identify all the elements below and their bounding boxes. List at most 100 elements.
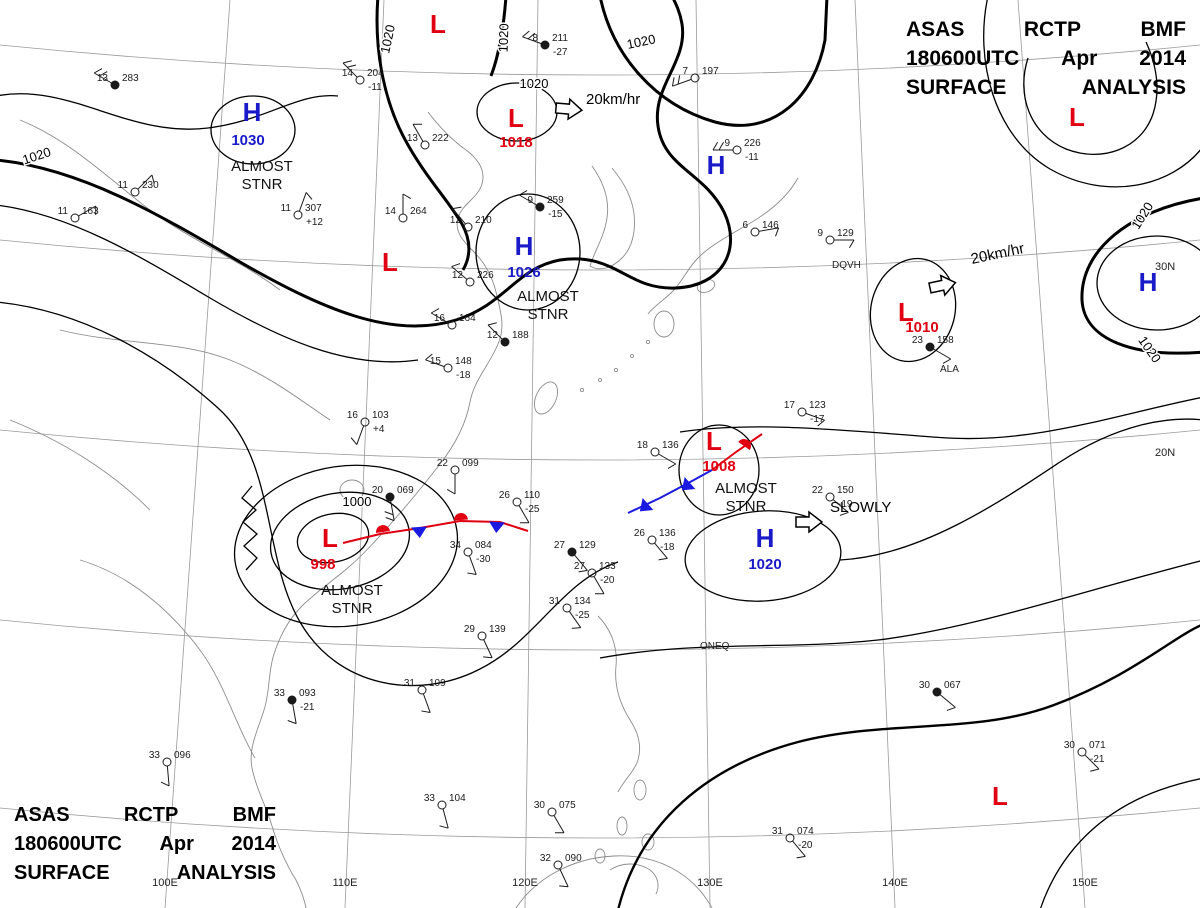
warm-front-semicircle [454,513,468,521]
station-pressure: 104 [449,793,466,804]
station-plot: 11 163 [58,205,99,223]
station-temp: 33 [424,793,436,804]
ship-callsign: ONEQ [700,641,730,652]
wind-barb-feather [578,569,588,573]
station-tendency: -30 [476,554,491,565]
pressure-symbol: L [1069,102,1085,132]
station-temp: 31 [772,826,784,837]
wind-barb-shaft [468,555,477,575]
pressure-center-l: L [992,781,1008,811]
station-temp: 33 [274,688,286,699]
isobar-south-sweep [599,560,1200,659]
arrow-label: 20km/hr [586,91,640,108]
isobar-l-topright-outer [983,0,1200,188]
pressure-center-h: H [1139,267,1158,297]
cold-front-triangle [489,521,505,533]
station-plot: 6 146 [742,220,779,237]
isobar-l-topright-inner [1023,41,1158,155]
wind-barb-feather [849,239,855,249]
wind-barb-feather [151,174,155,184]
station-pressure: 148 [455,356,472,367]
station-pressure: 259 [547,195,564,206]
wind-barb-feather [571,627,581,629]
station-plot: 8 211 -27 [522,30,568,58]
front-stationary [627,433,763,514]
station-pressure: 283 [122,73,139,84]
station-pressure: 230 [142,180,159,191]
wind-barb-shaft [805,412,825,421]
station-plot: 26 110 -25 [499,490,540,524]
station-pressure: 204 [367,68,384,79]
title-line-1: ASAS RCTP BMF [14,801,276,830]
station-circle [750,227,760,237]
title-line-3: SURFACE ANALYSIS [906,74,1186,103]
coast-luzon [597,615,641,793]
station-temp: 20 [372,485,384,496]
motion-arrow-group: 20km/hr [554,91,640,121]
station-plot: 30 071 -21 [1064,740,1106,772]
ship-callsign: DQVH [832,260,861,271]
station-circle [360,417,370,427]
pressure-value: 1018 [499,134,532,151]
station-circle [110,80,120,90]
station-plot: 20 069 [372,485,414,522]
station-circle [732,145,742,155]
motion-label: ALMOST [715,480,777,497]
station-pressure: 084 [475,540,492,551]
wind-barb-feather [452,206,462,210]
motion-label: ALMOST [231,158,293,175]
coast-honshu [647,177,799,315]
station-temp: 16 [434,313,446,324]
wind-barb-feather [527,32,536,40]
wind-barb-shaft [422,693,431,713]
station-plot: 22 099 [437,458,479,495]
wind-barb-shaft [574,554,588,571]
title-line-1: ASAS RCTP BMF [906,16,1186,45]
pressure-center-l: L [382,247,398,277]
meridian-110e [344,0,385,908]
station-plot: 14 264 [385,193,427,223]
wind-barb-feather [817,419,825,427]
isobar-label: 1020 [1128,199,1156,231]
wind-barb-feather [671,77,675,87]
pressure-symbol: L [706,426,722,456]
coast-borneo [515,855,713,908]
cold-front-triangle [639,498,654,512]
isobar-1020-right-c [1080,197,1200,355]
isobar-label: 1020 [21,144,53,167]
station-plot: 32 090 [540,853,582,888]
coast-ryukyu-1 [645,339,651,345]
meridian-130e [695,0,711,908]
title-word: ASAS [14,804,70,826]
coast-ph-island-2 [616,816,628,836]
wind-barb-shaft [933,348,952,360]
station-circle [398,213,408,223]
isobar-left-parallel [0,204,419,363]
wind-barb-feather [839,511,849,516]
station-temp: 9 [817,228,823,239]
isobar-1020-topright-loop [599,0,829,127]
station-plot: 12 210 [450,206,492,232]
station-plot: 9 259 -15 [518,190,564,220]
parallel-eq [0,807,1200,839]
station-circle [785,833,795,843]
coast-ryukyu-5 [579,387,585,393]
warm-front-semicircle [738,439,751,451]
station-plot: 17 123 -17 [784,400,826,427]
station-pressure: 074 [797,826,814,837]
station-tendency: -27 [553,47,568,58]
station-tendency: -15 [548,209,563,220]
station-plot: 34 084 -30 [450,540,492,576]
motion-label: STNR [332,600,373,617]
pressure-value: 1026 [507,264,540,281]
lon-label: 100E [152,877,178,889]
wind-barb-feather [467,572,477,576]
station-circle [420,140,430,150]
title-word: BMF [1140,18,1187,41]
pressure-center-l: L [430,9,446,39]
station-plot: 11 307 +12 [281,192,323,228]
